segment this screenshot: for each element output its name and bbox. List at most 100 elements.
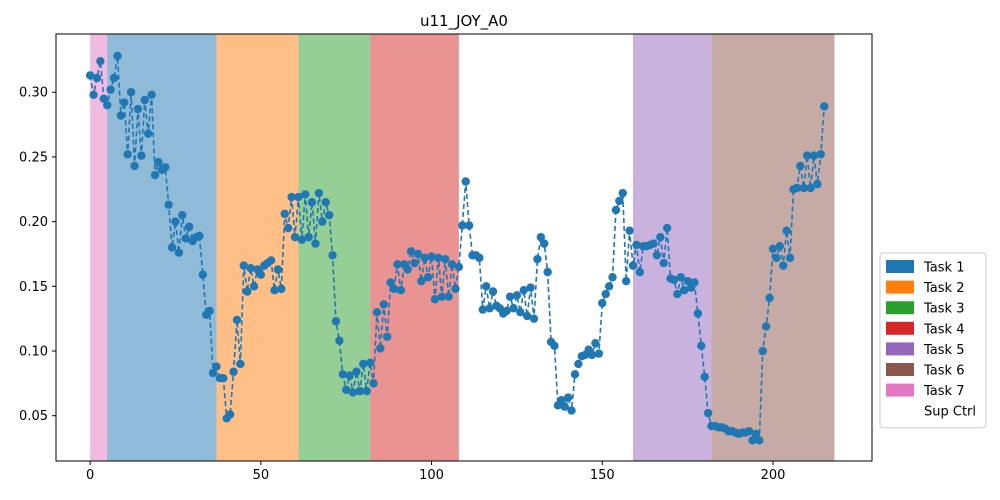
data-point: [550, 341, 559, 351]
legend-box: [879, 252, 987, 429]
data-point: [628, 261, 638, 270]
data-point: [396, 286, 406, 295]
data-point: [178, 210, 187, 220]
data-point: [338, 370, 347, 379]
data-point: [362, 386, 371, 396]
data-point: [318, 217, 327, 226]
data-point: [635, 267, 645, 277]
data-point: [488, 287, 498, 296]
data-point: [464, 221, 474, 230]
task-band: [216, 34, 299, 461]
task-bands: [90, 34, 835, 461]
y-tick-label: 0.15: [19, 280, 48, 295]
task-band: [370, 34, 459, 461]
data-point: [154, 157, 163, 167]
data-point: [587, 350, 597, 360]
data-point: [621, 276, 631, 286]
data-point: [270, 286, 279, 295]
legend-label: Task 1: [923, 261, 964, 276]
y-axis: 0.05 0.10 0.15 0.20 0.25 0.30: [19, 86, 56, 424]
data-point: [167, 243, 177, 252]
y-tick-label: 0.25: [19, 150, 48, 165]
data-point: [659, 258, 668, 268]
chart-title: u11_JOY_A0: [420, 12, 508, 31]
data-point: [799, 183, 808, 193]
data-point: [389, 284, 399, 294]
data-point: [509, 304, 518, 313]
legend-swatch: [886, 260, 914, 273]
legend-swatch: [886, 342, 914, 356]
data-point: [519, 286, 528, 295]
data-point: [611, 205, 621, 215]
data-point: [345, 371, 354, 380]
data-point: [150, 170, 160, 180]
data-point: [427, 252, 436, 261]
x-tick-label: 200: [761, 468, 786, 483]
data-point: [775, 242, 785, 251]
data-point: [512, 291, 522, 300]
data-point: [813, 179, 822, 189]
task-band: [90, 34, 108, 461]
data-point: [85, 71, 95, 80]
data-point: [437, 292, 447, 301]
data-point: [307, 198, 317, 207]
data-point: [632, 240, 641, 250]
data-point: [123, 150, 132, 159]
data-point: [420, 253, 429, 263]
legend-swatch: [886, 404, 914, 418]
data-point: [809, 151, 819, 160]
data-point: [615, 196, 624, 206]
legend-label: Task 6: [923, 364, 964, 379]
data-point: [570, 370, 580, 379]
data-point: [413, 249, 423, 259]
data-point: [447, 260, 457, 269]
data-point: [683, 276, 692, 286]
data-point: [652, 251, 662, 260]
data-point: [273, 265, 283, 274]
x-tick-label: 0: [86, 468, 94, 483]
data-point: [314, 188, 324, 198]
x-axis: 0 50 100 150 200: [86, 461, 785, 483]
data-point: [331, 317, 341, 326]
data-point: [232, 315, 242, 325]
y-tick-label: 0.20: [19, 215, 48, 230]
data-point: [703, 408, 713, 418]
data-point: [700, 372, 709, 382]
data-point: [591, 339, 600, 348]
data-point: [522, 311, 532, 321]
data-point: [355, 386, 365, 396]
data-series: [85, 51, 829, 445]
data-point: [820, 102, 829, 111]
data-point: [301, 190, 310, 199]
data-point: [475, 253, 484, 263]
data-point: [608, 273, 617, 282]
data-point: [758, 346, 767, 356]
data-point: [133, 104, 143, 114]
data-point: [502, 306, 511, 316]
data-point: [423, 273, 433, 282]
data-point: [481, 282, 491, 291]
data-point: [376, 344, 385, 353]
data-point: [229, 367, 238, 376]
data-point: [430, 295, 440, 304]
data-point: [352, 367, 361, 376]
data-point: [348, 388, 358, 397]
legend-label: Task 2: [923, 281, 964, 296]
data-point: [386, 278, 395, 287]
data-point: [625, 226, 634, 235]
data-point: [359, 359, 368, 369]
data-point: [560, 402, 569, 411]
data-point: [92, 73, 102, 83]
data-point: [785, 253, 795, 263]
data-point: [161, 163, 170, 172]
data-point: [816, 150, 825, 159]
data-point: [382, 332, 392, 341]
data-point: [768, 244, 778, 253]
data-point: [280, 209, 289, 219]
data-point: [181, 234, 190, 243]
data-point: [505, 292, 515, 301]
data-point: [116, 111, 126, 120]
data-point: [434, 253, 443, 263]
data-point: [526, 283, 535, 292]
data-point: [277, 284, 286, 294]
